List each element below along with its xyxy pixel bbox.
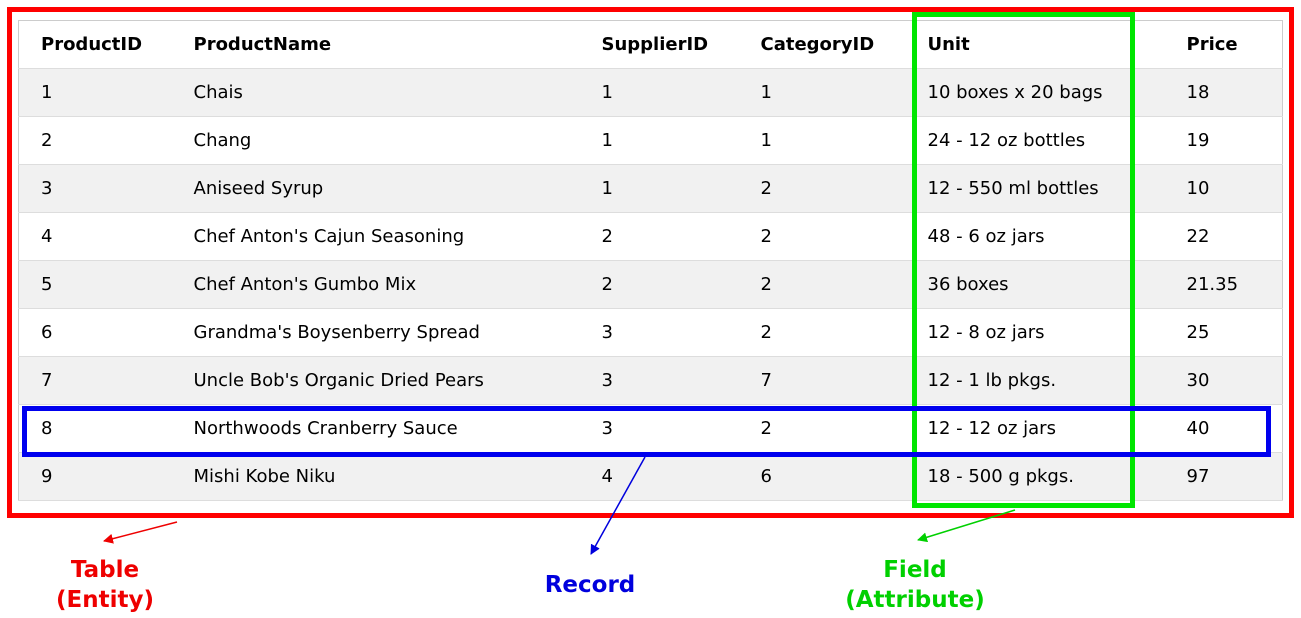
cell-product-id: 8 [18,404,172,453]
cell-product-name: Uncle Bob's Organic Dried Pears [171,356,580,405]
cell-supplier-id: 2 [579,260,739,309]
cell-unit: 18 - 500 g pkgs. [905,452,1165,501]
cell-price: 21.35 [1164,260,1283,309]
cell-supplier-id: 3 [579,308,739,357]
cell-supplier-id: 1 [579,164,739,213]
cell-product-name: Chef Anton's Cajun Seasoning [171,212,580,261]
table-arrow [103,521,178,544]
field-attribute-label: Field (Attribute) [835,555,995,615]
cell-category-id: 6 [738,452,906,501]
cell-price: 25 [1164,308,1283,357]
cell-unit: 12 - 8 oz jars [905,308,1165,357]
table-row: 6 Grandma's Boysenberry Spread 3 2 12 - … [18,308,1283,357]
cell-category-id: 1 [738,68,906,117]
cell-supplier-id: 1 [579,116,739,165]
cell-price: 40 [1164,404,1283,453]
cell-price: 97 [1164,452,1283,501]
header-category-id: CategoryID [738,20,906,69]
cell-product-name: Chef Anton's Gumbo Mix [171,260,580,309]
table-row: 2 Chang 1 1 24 - 12 oz bottles 19 [18,116,1283,165]
header-supplier-id: SupplierID [579,20,739,69]
cell-category-id: 2 [738,404,906,453]
cell-supplier-id: 1 [579,68,739,117]
table-label-line1: Table [70,557,140,583]
cell-product-id: 9 [18,452,172,501]
cell-product-id: 7 [18,356,172,405]
cell-product-name: Northwoods Cranberry Sauce [171,404,580,453]
cell-product-name: Aniseed Syrup [171,164,580,213]
cell-unit: 12 - 550 ml bottles [905,164,1165,213]
cell-product-id: 2 [18,116,172,165]
cell-product-id: 5 [18,260,172,309]
table-row: 1 Chais 1 1 10 boxes x 20 bags 18 [18,68,1283,117]
field-arrow [917,509,1016,543]
table-row: 8 Northwoods Cranberry Sauce 3 2 12 - 12… [18,404,1283,453]
cell-price: 19 [1164,116,1283,165]
cell-product-name: Chang [171,116,580,165]
header-product-id: ProductID [18,20,172,69]
products-table: ProductID ProductName SupplierID Categor… [18,20,1283,501]
cell-product-name: Chais [171,68,580,117]
cell-product-name: Mishi Kobe Niku [171,452,580,501]
cell-category-id: 2 [738,164,906,213]
table-label-line2: (Entity) [56,587,154,613]
field-label-line2: (Attribute) [845,587,985,613]
table-row: 3 Aniseed Syrup 1 2 12 - 550 ml bottles … [18,164,1283,213]
cell-product-id: 4 [18,212,172,261]
table-entity-label: Table (Entity) [30,555,180,615]
cell-product-id: 1 [18,68,172,117]
cell-price: 18 [1164,68,1283,117]
cell-supplier-id: 4 [579,452,739,501]
table-row: 9 Mishi Kobe Niku 4 6 18 - 500 g pkgs. 9… [18,452,1283,501]
table-row: 4 Chef Anton's Cajun Seasoning 2 2 48 - … [18,212,1283,261]
cell-price: 30 [1164,356,1283,405]
field-label-line1: Field [883,557,947,583]
table-row: 7 Uncle Bob's Organic Dried Pears 3 7 12… [18,356,1283,405]
cell-category-id: 2 [738,212,906,261]
cell-unit: 12 - 12 oz jars [905,404,1165,453]
cell-unit: 36 boxes [905,260,1165,309]
cell-category-id: 1 [738,116,906,165]
cell-category-id: 2 [738,308,906,357]
header-price: Price [1164,20,1283,69]
cell-unit: 12 - 1 lb pkgs. [905,356,1165,405]
table-row: 5 Chef Anton's Gumbo Mix 2 2 36 boxes 21… [18,260,1283,309]
cell-unit: 24 - 12 oz bottles [905,116,1165,165]
cell-category-id: 2 [738,260,906,309]
header-row: ProductID ProductName SupplierID Categor… [18,20,1283,69]
cell-product-name: Grandma's Boysenberry Spread [171,308,580,357]
cell-supplier-id: 3 [579,356,739,405]
cell-price: 10 [1164,164,1283,213]
cell-unit: 48 - 6 oz jars [905,212,1165,261]
header-unit: Unit [905,20,1165,69]
cell-supplier-id: 3 [579,404,739,453]
cell-supplier-id: 2 [579,212,739,261]
cell-unit: 10 boxes x 20 bags [905,68,1165,117]
cell-category-id: 7 [738,356,906,405]
cell-product-id: 3 [18,164,172,213]
record-label-line1: Record [544,572,636,598]
cell-product-id: 6 [18,308,172,357]
cell-price: 22 [1164,212,1283,261]
header-product-name: ProductName [171,20,580,69]
record-label: Record [510,570,670,600]
